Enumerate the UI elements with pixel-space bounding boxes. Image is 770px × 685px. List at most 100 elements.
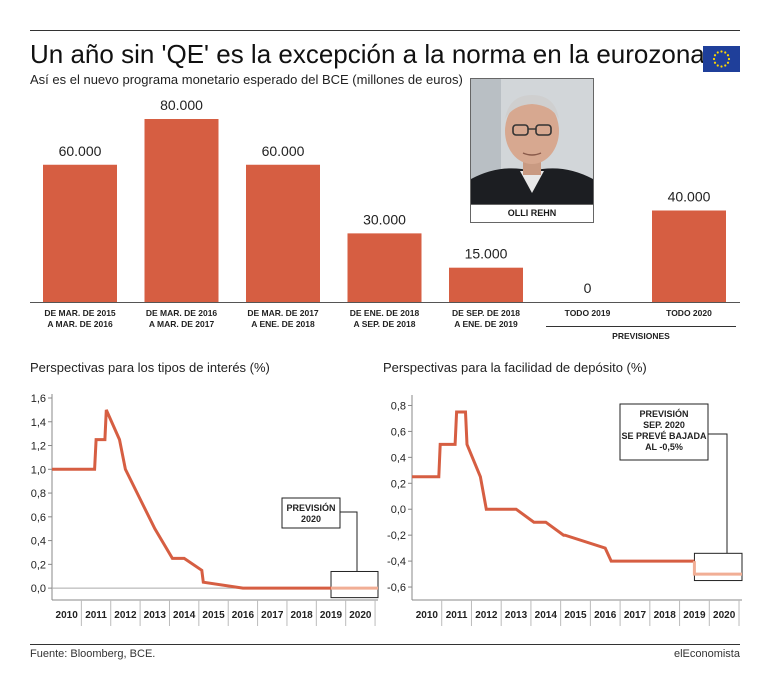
flag-star	[726, 61, 730, 64]
page-subtitle: Así es el nuevo programa monetario esper…	[30, 72, 463, 87]
y-tick-label: 0,8	[391, 400, 406, 412]
bar-value-label: 40.000	[668, 189, 711, 205]
x-tick-label: 2012	[114, 610, 137, 621]
top-rule	[30, 30, 740, 31]
deposit-facility-chart-title: Perspectivas para la facilidad de depósi…	[383, 360, 647, 375]
forecast-annotation-label: PREVISIÓN	[639, 408, 688, 419]
bar-category-label: A ENE. DE 2019	[454, 319, 518, 329]
flag-star	[720, 65, 723, 68]
bar-category-label: TODO 2020	[666, 308, 712, 318]
x-tick-label: 2016	[232, 610, 255, 621]
bar-value-label: 60.000	[262, 143, 305, 159]
bar-value-label: 0	[584, 280, 592, 296]
brand-name: elEconomista	[673, 648, 740, 660]
bar-value-label: 80.000	[160, 97, 203, 113]
flag-star	[724, 51, 727, 54]
flag-star	[712, 57, 716, 61]
portrait-image	[471, 79, 593, 204]
bar-category-label: A MAR. DE 2016	[47, 319, 113, 329]
flag-star	[713, 61, 717, 64]
bar-category-label: DE MAR. DE 2017	[247, 308, 319, 318]
flag-star	[727, 57, 731, 61]
x-tick-label: 2017	[261, 610, 284, 621]
x-tick-label: 2010	[56, 610, 79, 621]
x-tick-label: 2013	[505, 610, 528, 621]
flag-star	[713, 54, 717, 57]
x-tick-label: 2018	[291, 610, 314, 621]
x-tick-label: 2018	[654, 610, 677, 621]
y-tick-label: 0,0	[31, 583, 46, 595]
forecast-annotation-label: AL -0,5%	[645, 442, 683, 452]
flag-star	[716, 64, 719, 67]
bar-category-label: TODO 2019	[565, 308, 611, 318]
annotation-connector	[708, 433, 728, 554]
bar-category-label: DE ENE. DE 2018	[350, 308, 420, 318]
x-tick-label: 2012	[475, 610, 498, 621]
bar-category-label: A MAR. DE 2017	[149, 319, 215, 329]
forecast-line	[692, 561, 742, 576]
bottom-rule	[30, 644, 740, 645]
bar-value-label: 30.000	[363, 211, 406, 227]
eu-flag-icon	[703, 46, 740, 72]
x-tick-label: 2015	[202, 610, 225, 621]
bar	[43, 164, 117, 302]
series-line	[52, 409, 331, 590]
x-tick-label: 2020	[349, 610, 372, 621]
source-note: Fuente: Bloomberg, BCE.	[30, 648, 156, 660]
y-tick-label: -0,4	[387, 556, 406, 568]
y-tick-label: 0,0	[391, 504, 406, 516]
flag-star	[724, 64, 727, 67]
forecast-annotation-label: SE PREVÉ BAJADA	[621, 431, 707, 441]
forecast-annotation-label: PREVISIÓN	[286, 502, 335, 513]
x-tick-label: 2017	[624, 610, 647, 621]
x-tick-label: 2015	[564, 610, 587, 621]
x-tick-label: 2020	[713, 610, 736, 621]
flag-star	[716, 51, 719, 54]
forecast-annotation-label: 2020	[301, 514, 321, 524]
bar	[246, 164, 320, 302]
portrait-photo: OLLI REHN	[470, 78, 594, 223]
y-tick-label: 1,0	[31, 464, 46, 476]
x-tick-label: 2019	[320, 610, 343, 621]
bar	[652, 210, 726, 302]
y-tick-label: 0,2	[391, 478, 406, 490]
x-tick-label: 2011	[85, 610, 107, 621]
x-tick-label: 2014	[173, 610, 196, 621]
forecast-group-label: PREVISIONES	[612, 331, 670, 341]
y-tick-label: 0,6	[31, 512, 46, 524]
x-tick-label: 2014	[535, 610, 558, 621]
bar-value-label: 60.000	[59, 143, 102, 159]
y-tick-label: 0,4	[391, 452, 406, 464]
photo-caption: OLLI REHN	[471, 204, 593, 222]
annotation-connector	[340, 511, 358, 572]
y-tick-label: 0,2	[31, 559, 46, 571]
forecast-annotation-box	[619, 403, 709, 461]
bar-category-label: DE MAR. DE 2015	[44, 308, 116, 318]
bar-category-label: A ENE. DE 2018	[251, 319, 315, 329]
y-tick-label: 0,4	[31, 536, 46, 548]
y-tick-label: 0,6	[391, 426, 406, 438]
bar-category-label: DE SEP. DE 2018	[452, 308, 520, 318]
flag-star	[720, 50, 723, 53]
y-tick-label: 0,8	[31, 488, 46, 500]
y-tick-label: -0,2	[387, 530, 406, 542]
y-tick-label: 1,6	[31, 393, 46, 405]
bar-category-label: DE MAR. DE 2016	[146, 308, 218, 318]
x-tick-label: 2010	[416, 610, 439, 621]
bar	[449, 267, 523, 302]
x-tick-label: 2019	[683, 610, 706, 621]
series-line	[412, 410, 695, 563]
bar	[347, 233, 422, 302]
y-tick-label: -0,6	[387, 582, 406, 594]
bar	[144, 119, 219, 302]
interest-rate-chart-title: Perspectivas para los tipos de interés (…	[30, 360, 270, 375]
forecast-highlight-box	[330, 570, 379, 599]
x-tick-label: 2011	[446, 610, 468, 621]
forecast-annotation-box	[281, 497, 341, 529]
forecast-annotation-label: SEP. 2020	[643, 420, 685, 430]
flag-star	[726, 54, 730, 57]
x-tick-label: 2016	[594, 610, 617, 621]
y-tick-label: 1,4	[31, 417, 46, 429]
x-tick-label: 2013	[144, 610, 167, 621]
